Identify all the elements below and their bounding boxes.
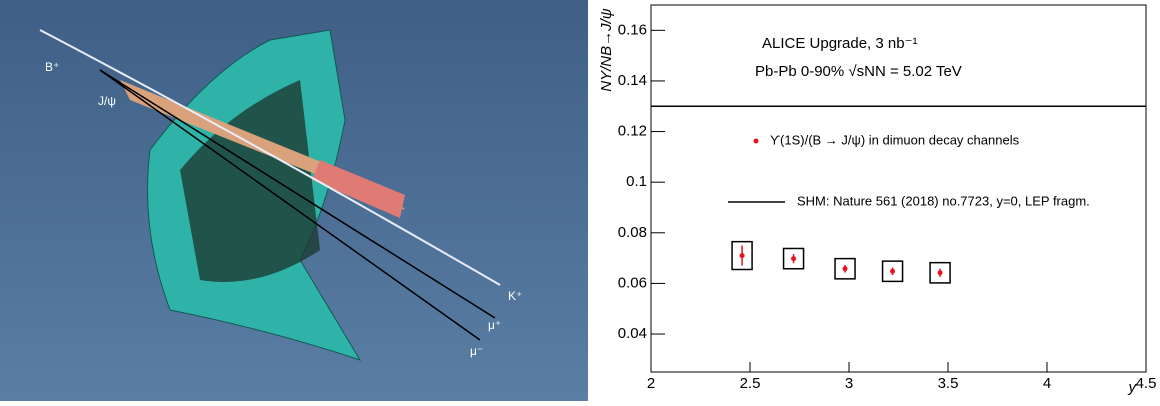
y-tick-label: 0.1 xyxy=(626,173,647,190)
beam-pipe-end xyxy=(312,160,405,218)
y-axis-label: NΥ/NB→J/ψ xyxy=(598,8,615,92)
y-tick-label: 0.12 xyxy=(618,123,647,140)
x-tick-label: 4 xyxy=(1043,375,1051,392)
y-tick-label: 0.04 xyxy=(618,325,647,342)
point xyxy=(890,268,896,274)
y-tick-label: 0.14 xyxy=(618,72,647,89)
x-tick-label: 3 xyxy=(845,375,853,392)
annotation: ALICE Upgrade, 3 nb⁻¹ xyxy=(762,35,918,52)
plot-frame xyxy=(650,4,1147,373)
legend-label: SHM: Nature 561 (2018) no.7723, y=0, LEP… xyxy=(797,193,1090,208)
sys-error-box xyxy=(731,240,753,271)
detector-interior xyxy=(180,80,320,282)
chart: ALICE Upgrade, 3 nb⁻¹ Pb-Pb 0-90% √sNN =… xyxy=(598,8,1138,396)
muon-track xyxy=(99,69,481,341)
detector-illustration: B⁺ J/ψ K⁺ μ⁺ μ⁻ xyxy=(0,0,588,401)
sys-error-box xyxy=(881,260,904,283)
point xyxy=(791,256,797,262)
illustration-label: μ⁺ xyxy=(488,318,501,332)
annotation: Pb-Pb 0-90% √sNN = 5.02 TeV xyxy=(755,63,962,80)
x-tick-label: 2 xyxy=(647,375,655,392)
point xyxy=(937,270,943,276)
kaon-track xyxy=(39,29,501,286)
legend-label: ϒ(1S)/(B → J/ψ) in dimuon decay channels xyxy=(770,132,1020,147)
illustration-label: J/ψ xyxy=(98,94,116,108)
sys-error-box xyxy=(782,247,805,270)
legend-marker xyxy=(753,138,759,144)
sys-error-box xyxy=(929,261,951,284)
y-tick-label: 0.06 xyxy=(618,274,647,291)
point xyxy=(842,266,848,272)
illustration-label: K⁺ xyxy=(508,289,522,303)
sys-error-box xyxy=(834,257,856,280)
muon-track xyxy=(99,69,496,319)
x-axis-label: y xyxy=(1128,379,1138,396)
x-tick-label: 4.5 xyxy=(1136,375,1157,392)
y-tick-label: 0.16 xyxy=(618,21,647,38)
illustration-label: μ⁻ xyxy=(470,344,483,358)
x-tick-label: 2.5 xyxy=(740,375,761,392)
x-tick-label: 3.5 xyxy=(938,375,959,392)
illustration-label: B⁺ xyxy=(45,60,59,74)
y-tick-label: 0.08 xyxy=(618,224,647,241)
point xyxy=(739,253,745,259)
